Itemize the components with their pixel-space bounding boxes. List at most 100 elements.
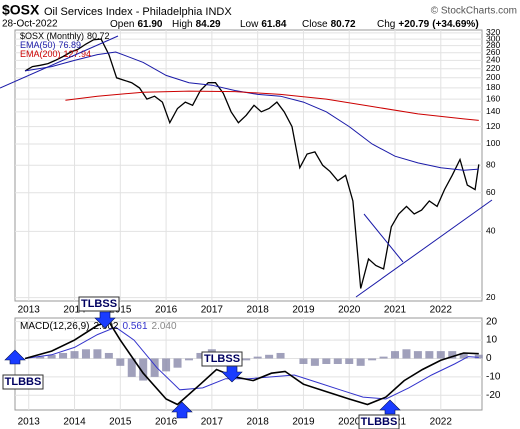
histogram-bar xyxy=(402,349,411,359)
histogram-bar xyxy=(127,358,136,377)
histogram-bar xyxy=(196,352,205,359)
legend-name: MACD(12,26,9) xyxy=(20,321,89,332)
histogram-bar xyxy=(81,349,90,359)
histogram-bar xyxy=(104,352,113,359)
y-tick-label: 40 xyxy=(486,226,496,236)
annotation: TLBBS xyxy=(5,376,42,388)
annotation-box xyxy=(78,296,120,312)
quote-value: +20.79 xyxy=(398,19,429,30)
annotation-box xyxy=(2,374,44,390)
x-tick-label: 2022 xyxy=(430,417,453,428)
price-chart: 20 40 60 80 100 120 140 16018020022024026028030… xyxy=(15,27,500,316)
legend-value: 76.89 xyxy=(59,40,82,50)
y-tick-label: 260 xyxy=(486,47,500,57)
y-tick-label: 240 xyxy=(486,55,500,65)
histogram-bar xyxy=(436,351,445,359)
histogram-bar xyxy=(425,351,434,359)
histogram-bar xyxy=(333,358,342,364)
legend-value: 2.040 xyxy=(152,321,177,332)
y-tick-label: 120 xyxy=(486,121,500,131)
legend-value: 0.561 xyxy=(123,321,148,332)
annotation: TLBSS xyxy=(81,298,117,310)
y-tick-label: 160 xyxy=(486,93,500,103)
legend-value: 80.72 xyxy=(87,31,110,41)
histogram-bar xyxy=(413,351,422,359)
y-tick-label: 20 xyxy=(486,292,496,302)
histogram-bar xyxy=(116,358,125,366)
y-tick-label: -20 xyxy=(486,390,501,401)
series-line xyxy=(65,90,479,121)
histogram-bar xyxy=(299,358,308,364)
y-tick-label: 140 xyxy=(486,106,500,116)
histogram-bar xyxy=(474,354,483,359)
index-name: Oil Services Index - Philadelphia INDX xyxy=(44,6,232,18)
histogram-bar xyxy=(265,354,274,359)
quote-value: 80.72 xyxy=(331,19,356,30)
x-tick-label: 2015 xyxy=(109,417,132,428)
series-line xyxy=(25,51,479,171)
histogram-bar xyxy=(184,358,193,361)
y-tick-label: 80 xyxy=(486,160,496,170)
trend-lines xyxy=(0,35,493,298)
quote-item: High 84.29 xyxy=(172,19,221,30)
quote-date: 28-Oct-2022 xyxy=(2,19,58,30)
x-tick-label: 2019 xyxy=(292,417,315,428)
annotation: TLBSS xyxy=(204,353,240,365)
x-tick-label: 2021 xyxy=(384,305,407,316)
symbol: $OSX xyxy=(2,2,40,18)
x-tick-label: 2013 xyxy=(18,305,41,316)
x-tick-label: 2015 xyxy=(109,305,132,316)
histogram-bar xyxy=(93,349,102,359)
histogram-bar xyxy=(322,358,331,364)
histogram-bar xyxy=(162,358,171,372)
y-tick-label: 60 xyxy=(486,187,496,197)
y-tick-label: 300 xyxy=(486,33,500,43)
quote-name: Low xyxy=(240,19,259,30)
quote-item: Close 80.72 xyxy=(302,19,356,30)
x-tick-label: 2014 xyxy=(63,417,86,428)
histogram-bar xyxy=(379,356,388,359)
histogram-bar xyxy=(345,358,354,364)
y-tick-label: 200 xyxy=(486,72,500,82)
quote-name: High xyxy=(172,19,193,30)
histogram-bar xyxy=(242,358,251,361)
y-tick-label: 100 xyxy=(486,138,500,148)
y-tick-label: 280 xyxy=(486,40,500,50)
signal-arrows xyxy=(4,311,401,419)
quote: Open 61.90 High 84.29 Low 61.84 Close 80.72 Chg +… xyxy=(110,19,479,30)
histogram-bar xyxy=(448,351,457,359)
annotation-box xyxy=(358,414,400,429)
legend-entry: EMA(200) 127.94 xyxy=(20,49,91,59)
y-tick-label: 320 xyxy=(486,27,500,37)
x-tick-label: 2016 xyxy=(155,305,178,316)
annotations: TLBSS TLBBS TLBSS TLBBS xyxy=(2,296,400,429)
legend-name: EMA(200) xyxy=(20,49,61,59)
source: © StockCharts.com xyxy=(431,6,517,17)
series-line xyxy=(24,38,480,289)
macd-panel xyxy=(14,317,483,411)
quote-item: Open 61.90 xyxy=(110,19,163,30)
quote-name: Close xyxy=(302,19,328,30)
legend-entry: EMA(50) 76.89 xyxy=(20,40,81,50)
y-tick-label: -10 xyxy=(486,372,501,383)
histogram-bar xyxy=(356,358,365,366)
annotation-box xyxy=(201,351,243,367)
x-tick-label: 2022 xyxy=(430,305,453,316)
legend-name: EMA(50) xyxy=(20,40,56,50)
histogram-bar xyxy=(391,351,400,359)
histogram-bar xyxy=(150,358,159,377)
histogram-bar xyxy=(173,358,182,368)
quote-item: Low 61.84 xyxy=(240,19,287,30)
y-tick-label: 180 xyxy=(486,82,500,92)
quote-value: 61.90 xyxy=(137,19,162,30)
y-tick-label: 20 xyxy=(486,316,498,327)
x-tick-label: 2018 xyxy=(247,305,270,316)
legend-entry: $OSX (Monthly) 80.72 xyxy=(20,31,110,41)
quote-name: Open xyxy=(110,19,134,30)
histogram-bar xyxy=(310,358,319,366)
histogram-bar xyxy=(47,354,56,359)
x-tick-label: 2017 xyxy=(201,417,224,428)
y-tick-label: 0 xyxy=(486,353,492,364)
